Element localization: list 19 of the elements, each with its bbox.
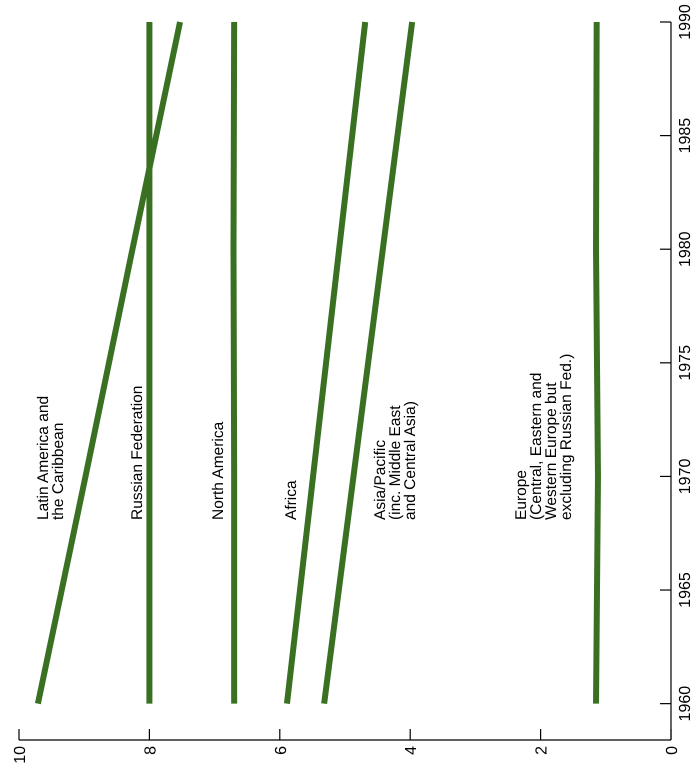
text: Russian Federation (129, 386, 146, 520)
x-tick-label: 8 (142, 746, 160, 755)
y-tick-label: 1980 (677, 231, 693, 268)
y-tick-label: 1975 (677, 344, 693, 381)
text: Latin America and the Caribbean (35, 396, 67, 520)
x-tick-label: 4 (403, 746, 420, 755)
text: Europe (Central, Eastern and Western Europe but excluding Russian Fed.) (513, 354, 575, 520)
y-tick-label: 1990 (677, 4, 693, 40)
x-tick-label: 2 (534, 746, 551, 755)
x-tick-label: 10 (12, 746, 29, 764)
text: North America (210, 421, 227, 520)
y-tick-label: 1960 (677, 686, 693, 722)
text: Africa (283, 480, 300, 520)
text: Asia/Pacific (inc. Middle East and Central Asia) (372, 401, 419, 520)
y-tick-label: 1965 (677, 572, 693, 608)
x-tick-label: 6 (272, 746, 290, 755)
y-tick-label: 1970 (677, 458, 693, 494)
x-tick-label: 0 (664, 746, 681, 755)
y-tick-label: 1985 (677, 118, 693, 154)
